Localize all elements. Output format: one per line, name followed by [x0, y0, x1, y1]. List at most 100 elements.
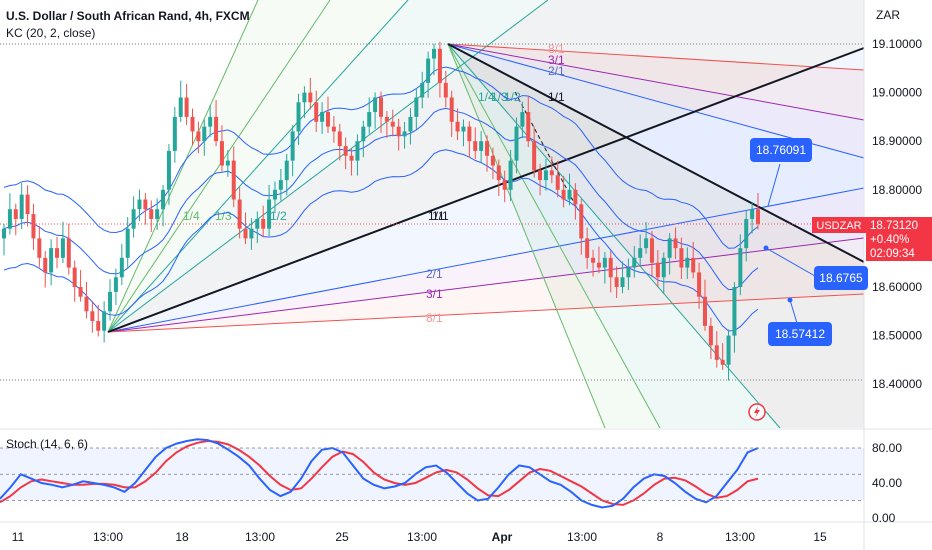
candle: [379, 91, 383, 133]
candle: [455, 108, 460, 141]
candle: [19, 183, 24, 230]
fan-label: 8/1: [548, 42, 565, 56]
price-callout: 18.6765: [814, 266, 868, 290]
candle: [602, 252, 607, 284]
candle: [161, 184, 166, 227]
candle: [702, 279, 707, 331]
fan-label: 3/1: [548, 53, 565, 67]
y-tick-label: 19.00000: [872, 86, 922, 100]
candle: [296, 93, 301, 145]
candle: [420, 71, 425, 109]
candle: [661, 252, 666, 294]
candle: [467, 121, 472, 158]
candle: [614, 266, 619, 298]
fan2-line-1-4: [447, 43, 606, 429]
fan-label: 1/4: [478, 90, 495, 104]
gann-fan-lines: [0, 0, 865, 429]
candle: [538, 163, 543, 196]
price-badge-countdown: 02:09:34: [870, 248, 915, 260]
candle: [219, 125, 224, 172]
fan-label: 1/2: [270, 209, 287, 223]
stoch-y-tick-label: 0.00: [872, 511, 896, 525]
x-tick-label: 13:00: [245, 530, 275, 544]
trend-line-down: [447, 43, 865, 263]
price-callouts: 18.76091 18.6765 18.57412: [750, 138, 868, 346]
x-tick-label: Apr: [492, 530, 513, 544]
candle: [237, 187, 242, 239]
fan2-line-1-2: [447, 43, 781, 429]
candle: [432, 43, 437, 76]
candle: [267, 184, 272, 237]
chart-title[interactable]: U.S. Dollar / South African Rand, 4h, FX…: [6, 9, 250, 23]
keltner-lower: [3, 149, 759, 332]
indicator-label-kc[interactable]: KC (20, 2, close): [6, 26, 96, 40]
price-callout: 18.76091: [750, 138, 812, 162]
candle: [184, 83, 189, 126]
candle: [361, 120, 366, 158]
candle: [308, 77, 313, 110]
candle: [314, 90, 319, 133]
candle: [384, 111, 389, 138]
candle: [331, 115, 336, 143]
candle: [649, 231, 654, 278]
candle: [744, 210, 749, 262]
price-callout-text: 18.76091: [756, 143, 806, 157]
candle: [750, 201, 755, 234]
candle: [178, 80, 183, 122]
candle: [355, 134, 360, 176]
candle: [479, 131, 484, 163]
candle: [290, 125, 295, 177]
x-tick-label: 13:00: [725, 530, 755, 544]
candle: [131, 196, 136, 238]
currency-button[interactable]: ZAR: [876, 8, 900, 22]
candle: [626, 258, 631, 291]
y-tick-label: 18.80000: [872, 183, 922, 197]
candle: [337, 123, 342, 161]
candle: [243, 212, 248, 245]
x-tick-label: 11: [12, 530, 25, 544]
candle: [108, 279, 113, 321]
candle: [667, 233, 672, 275]
candle: [443, 70, 448, 108]
candle: [343, 137, 348, 170]
candle: [214, 100, 219, 147]
fan2-line-3-1: [447, 43, 865, 121]
candle: [449, 90, 454, 137]
indicator-label-stoch[interactable]: Stoch (14, 6, 6): [6, 437, 89, 451]
price-badge: USDZAR 18.73120 +0.40% 02:09:34: [812, 217, 932, 261]
stoch-k-line: [0, 438, 759, 509]
y-tick-label: 18.50000: [872, 329, 922, 343]
fan-line-8-1: [107, 293, 865, 333]
candle: [325, 96, 330, 134]
candle: [638, 234, 643, 267]
lightning-icon[interactable]: [748, 403, 766, 421]
x-tick-label: 25: [335, 530, 349, 544]
candle: [102, 301, 107, 343]
candle: [96, 304, 101, 337]
price-callout: 18.57412: [768, 322, 832, 346]
candle: [608, 250, 613, 293]
candle: [720, 343, 725, 370]
candle: [426, 51, 431, 98]
fan-label: 2/1: [548, 64, 565, 78]
y-tick-label: 19.10000: [872, 37, 922, 51]
candle: [25, 185, 30, 227]
candle: [396, 118, 401, 151]
candle: [49, 239, 54, 286]
candle: [573, 183, 578, 220]
candle: [738, 234, 743, 296]
candle: [78, 270, 83, 302]
candle: [349, 148, 354, 176]
fan-label: 8/1: [426, 311, 443, 325]
price-badge-change: +0.40%: [870, 234, 909, 246]
candle: [673, 227, 678, 260]
candle: [502, 170, 507, 203]
candle: [655, 250, 660, 287]
candle: [567, 173, 572, 206]
candle: [143, 193, 148, 225]
price-callout-text: 18.6765: [819, 271, 863, 285]
x-tick-label: 13:00: [567, 530, 597, 544]
x-tick-label: 8: [657, 530, 664, 544]
fan-line-3-1: [107, 237, 865, 333]
